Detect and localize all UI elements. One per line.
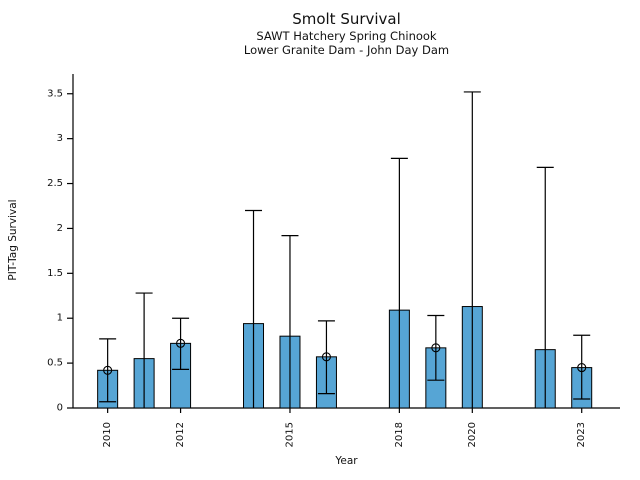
x-axis-label: Year xyxy=(335,455,358,467)
y-tick-label: 3 xyxy=(57,133,63,144)
x-tick-label: 2010 xyxy=(102,422,113,447)
x-tick-label: 2012 xyxy=(175,422,186,447)
point-marker-2010 xyxy=(103,365,113,375)
point-marker-2016 xyxy=(321,352,331,362)
x-tick-label: 2015 xyxy=(284,422,295,447)
chart-title: Smolt Survival xyxy=(292,10,401,28)
y-tick-label: 3.5 xyxy=(47,88,63,99)
x-tick-label: 2018 xyxy=(394,422,405,447)
point-marker-2019 xyxy=(431,343,441,353)
chart-subtitle-reach: Lower Granite Dam - John Day Dam xyxy=(243,43,450,58)
chart-subtitle-stock: SAWT Hatchery Spring Chinook xyxy=(256,28,437,43)
y-tick-label: 0.5 xyxy=(47,358,63,369)
point-marker-2023 xyxy=(577,363,587,373)
x-tick-label: 2023 xyxy=(576,422,587,447)
x-tick-label: 2020 xyxy=(467,422,478,447)
y-tick-label: 1.5 xyxy=(47,268,63,279)
y-tick-label: 1 xyxy=(57,313,63,324)
y-tick-label: 2.5 xyxy=(47,178,63,189)
point-marker-2012 xyxy=(176,338,186,348)
y-tick-label: 0 xyxy=(57,403,63,414)
title-block: Smolt Survival SAWT Hatchery Spring Chin… xyxy=(73,10,620,58)
y-tick-label: 2 xyxy=(57,223,63,234)
